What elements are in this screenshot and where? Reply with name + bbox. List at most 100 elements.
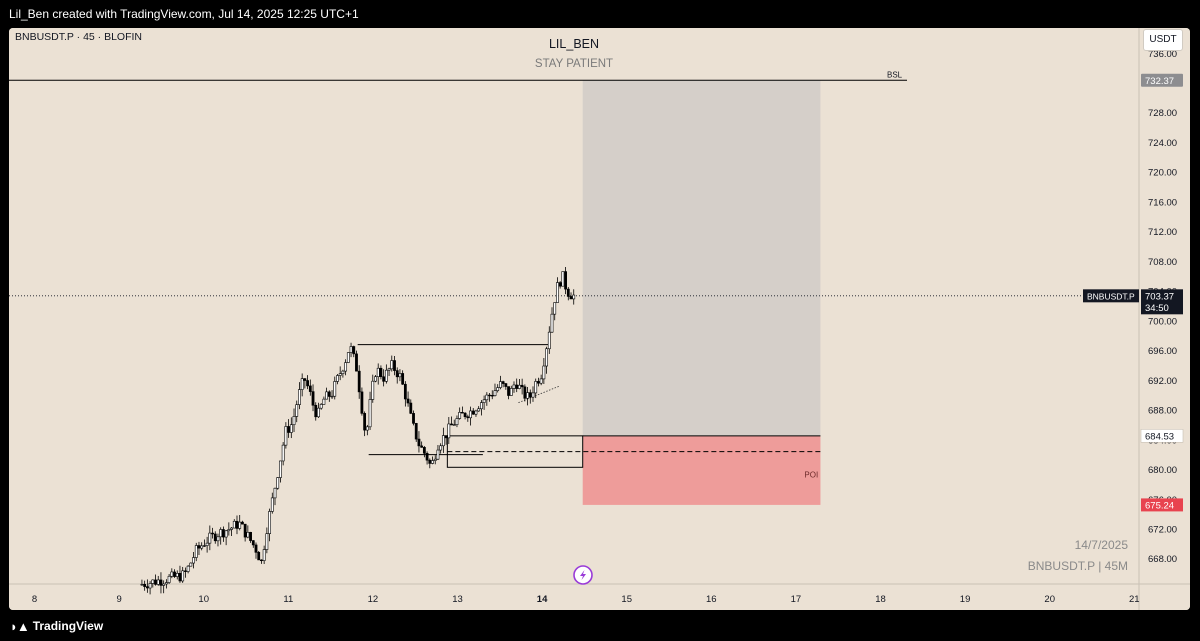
candle bbox=[447, 417, 451, 444]
tradingview-logo[interactable]: ◗▲ TradingView bbox=[10, 618, 103, 634]
price-tick-label: 724.00 bbox=[1148, 138, 1177, 149]
candle bbox=[230, 527, 233, 536]
candle bbox=[303, 378, 307, 389]
chart-frame[interactable]: BSL POI 736.00732.00728.00724.00720.0071… bbox=[9, 28, 1190, 610]
candle bbox=[257, 550, 261, 561]
candle bbox=[499, 375, 502, 390]
candle bbox=[363, 411, 367, 437]
candle bbox=[463, 412, 467, 420]
stop-price-badge: 675.24 bbox=[1141, 498, 1183, 512]
price-tick-label: 688.00 bbox=[1148, 406, 1177, 417]
profit-zone[interactable] bbox=[582, 80, 821, 436]
candle bbox=[450, 416, 453, 426]
candle bbox=[455, 415, 459, 428]
symbol-info[interactable]: BNBUSDT.P · 45 · BLOFIN bbox=[15, 31, 143, 43]
candle bbox=[482, 395, 486, 410]
candle bbox=[528, 389, 532, 404]
candle bbox=[287, 419, 290, 438]
candle bbox=[192, 551, 195, 569]
candle bbox=[523, 384, 527, 402]
candle bbox=[276, 476, 280, 490]
stop-zone[interactable] bbox=[582, 435, 821, 505]
price-axis[interactable] bbox=[1139, 28, 1190, 610]
candle bbox=[232, 519, 236, 529]
candle bbox=[148, 581, 152, 595]
candle bbox=[265, 527, 269, 554]
time-tick-label: 18 bbox=[875, 594, 886, 605]
candle bbox=[213, 531, 217, 544]
chart-canvas[interactable]: BSL POI 736.00732.00728.00724.00720.0071… bbox=[9, 28, 1190, 610]
candle bbox=[479, 400, 483, 416]
candle bbox=[452, 419, 456, 426]
candle bbox=[547, 326, 551, 354]
candle bbox=[249, 531, 252, 543]
candle bbox=[406, 391, 410, 407]
candlestick-series[interactable] bbox=[140, 266, 576, 595]
candle bbox=[412, 410, 415, 426]
candle bbox=[387, 367, 391, 377]
candle bbox=[306, 375, 309, 390]
candle bbox=[403, 381, 407, 407]
price-tick-label: 712.00 bbox=[1148, 227, 1177, 238]
candle bbox=[477, 406, 481, 412]
price-tick-label: 708.00 bbox=[1148, 257, 1177, 268]
last-price-badge: 703.37 34:50 bbox=[1141, 289, 1183, 315]
candle bbox=[379, 365, 383, 380]
time-tick-label: 12 bbox=[368, 594, 379, 605]
candle bbox=[526, 386, 529, 406]
svg-text:703.37: 703.37 bbox=[1145, 291, 1174, 302]
plot-area[interactable] bbox=[9, 28, 1139, 610]
time-tick-label: 19 bbox=[960, 594, 971, 605]
candle bbox=[322, 396, 326, 405]
candle bbox=[360, 387, 364, 416]
candle bbox=[327, 390, 331, 402]
candle bbox=[246, 525, 250, 539]
candle bbox=[197, 541, 201, 556]
currency-button[interactable]: USDT bbox=[1143, 29, 1183, 51]
stamp-symbol: BNBUSDT.P | 45M bbox=[1027, 559, 1128, 573]
candle bbox=[393, 355, 396, 376]
candle bbox=[352, 345, 356, 358]
svg-text:684.53: 684.53 bbox=[1145, 431, 1174, 442]
stamp-date: 14/7/2025 bbox=[1074, 538, 1128, 552]
lightning-icon[interactable] bbox=[573, 565, 593, 585]
candle bbox=[203, 539, 206, 547]
candle bbox=[346, 352, 350, 364]
candle bbox=[170, 568, 174, 579]
candle bbox=[308, 379, 312, 396]
candle bbox=[178, 565, 182, 583]
candle bbox=[509, 385, 513, 396]
candle bbox=[374, 374, 377, 383]
candle bbox=[368, 391, 372, 430]
candle bbox=[140, 579, 144, 586]
candle bbox=[395, 367, 399, 384]
candle bbox=[561, 271, 565, 287]
candle bbox=[414, 422, 418, 442]
candle bbox=[162, 580, 166, 594]
candle bbox=[545, 346, 548, 374]
candle bbox=[355, 350, 358, 372]
footer-bar: ◗▲ TradingView bbox=[0, 610, 1200, 641]
candle bbox=[227, 522, 231, 536]
candle bbox=[520, 378, 524, 395]
candle bbox=[298, 382, 301, 410]
candle bbox=[254, 542, 258, 559]
tradingview-logo-icon: ◗▲ bbox=[10, 618, 30, 634]
candle bbox=[553, 302, 557, 321]
svg-text:675.24: 675.24 bbox=[1145, 500, 1174, 511]
candle bbox=[241, 520, 244, 525]
candle bbox=[273, 487, 277, 506]
time-axis-labels: 8 9 10 11 12 13 14 15 16 17 18 19 20 21 bbox=[32, 594, 1140, 605]
time-tick-label: 10 bbox=[198, 594, 209, 605]
candle bbox=[433, 455, 437, 465]
candle bbox=[281, 442, 285, 466]
candle bbox=[417, 431, 421, 453]
candle bbox=[325, 387, 329, 400]
price-tick-label: 672.00 bbox=[1148, 524, 1177, 535]
candle bbox=[341, 369, 345, 378]
candle bbox=[493, 383, 497, 397]
price-tick-label: 680.00 bbox=[1148, 465, 1177, 476]
candle bbox=[365, 424, 369, 436]
time-tick-label: 9 bbox=[116, 594, 121, 605]
time-tick-label: 20 bbox=[1044, 594, 1055, 605]
